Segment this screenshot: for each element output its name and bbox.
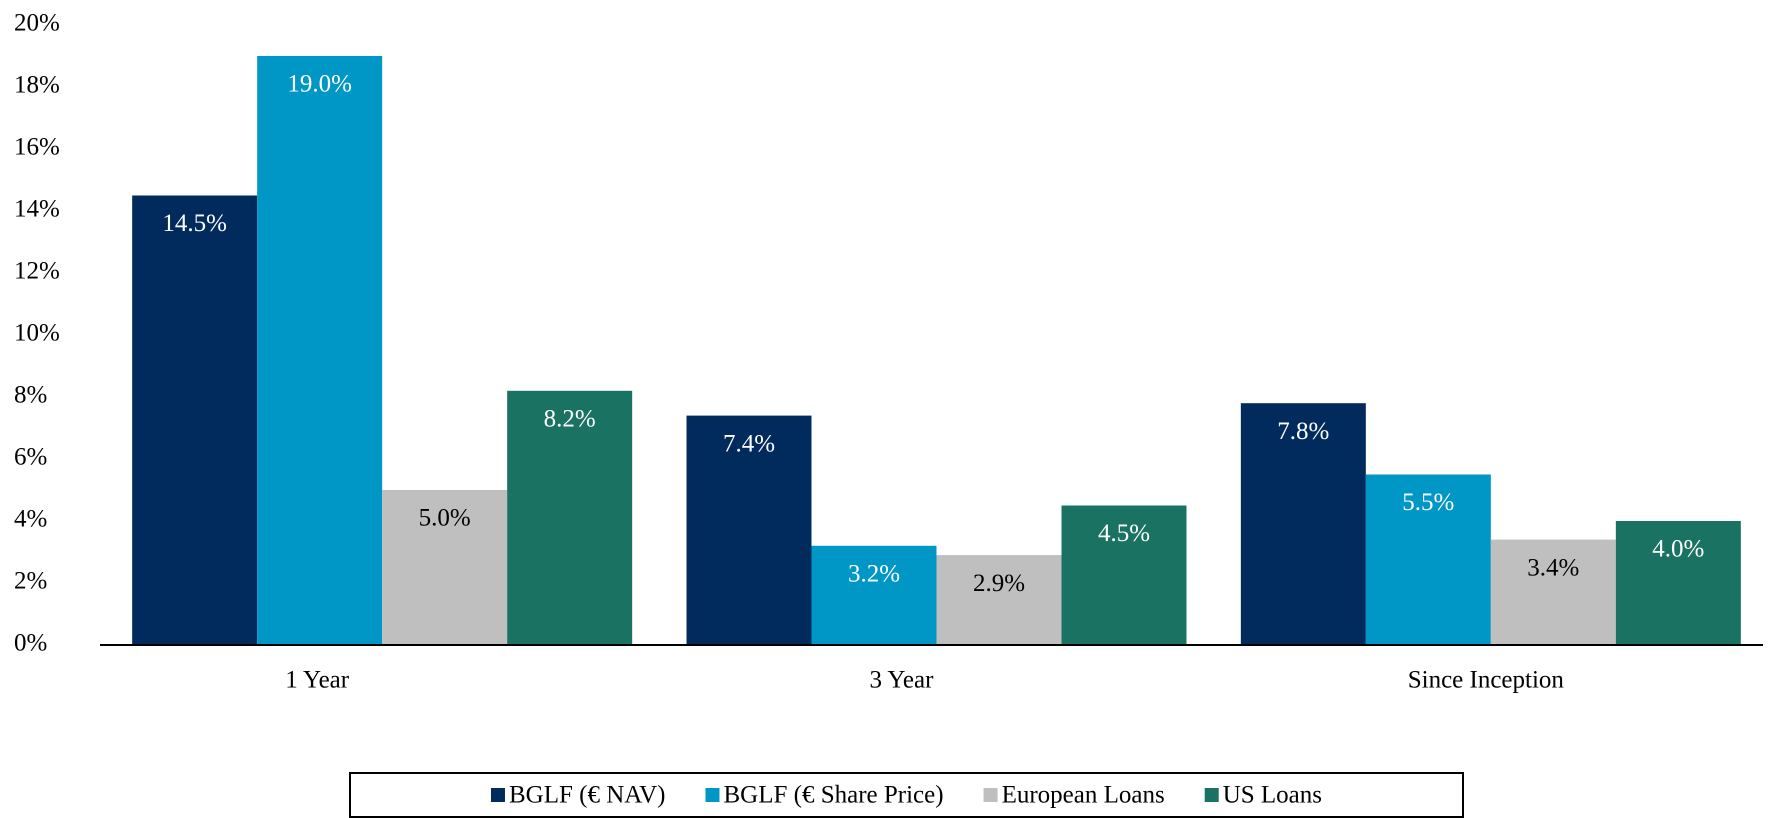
- value-label: 4.0%: [1652, 536, 1704, 563]
- y-tick-label: 20%: [14, 10, 60, 37]
- legend-swatch: [490, 788, 505, 802]
- value-label: 2.9%: [973, 570, 1025, 597]
- bar: [257, 56, 383, 645]
- value-label: 8.2%: [544, 406, 596, 433]
- y-tick-label: 16%: [14, 134, 60, 161]
- bar: [936, 555, 1062, 645]
- legend-swatch: [705, 788, 720, 802]
- bar: [811, 545, 937, 645]
- x-tick-label: 1 Year: [285, 667, 350, 694]
- legend-swatch: [983, 788, 998, 802]
- y-tick-label: 12%: [14, 258, 60, 285]
- legend-label: BGLF (€ NAV): [509, 782, 666, 809]
- x-tick-label: 3 Year: [870, 667, 935, 694]
- y-tick-label: 10%: [14, 320, 60, 347]
- bar: [1240, 403, 1366, 645]
- legend-swatch: [1204, 788, 1219, 802]
- bar: [132, 195, 258, 645]
- value-label: 3.4%: [1527, 554, 1579, 581]
- y-tick-label: 18%: [14, 72, 60, 99]
- bar: [1061, 505, 1187, 645]
- value-label: 7.8%: [1277, 418, 1329, 445]
- value-label: 7.4%: [723, 430, 775, 457]
- value-label: 19.0%: [287, 71, 352, 98]
- y-tick-label: 8%: [14, 382, 47, 409]
- y-tick-label: 14%: [14, 196, 60, 223]
- legend-label: US Loans: [1223, 782, 1322, 809]
- value-label: 5.5%: [1402, 489, 1454, 516]
- y-tick-label: 6%: [14, 444, 47, 471]
- bar: [382, 490, 508, 645]
- bar: [1365, 474, 1491, 645]
- y-tick-label: 2%: [14, 568, 47, 595]
- y-tick-label: 4%: [14, 506, 47, 533]
- bar: [686, 415, 812, 645]
- value-label: 4.5%: [1098, 520, 1150, 547]
- legend-box: [349, 772, 1464, 818]
- legend-label: European Loans: [1002, 782, 1165, 809]
- value-label: 3.2%: [848, 561, 900, 588]
- bar: [507, 390, 633, 645]
- value-label: 14.5%: [162, 210, 227, 237]
- bar: [1615, 521, 1741, 645]
- value-label: 5.0%: [419, 505, 471, 532]
- bar: [1490, 539, 1616, 645]
- legend-label: BGLF (€ Share Price): [723, 782, 943, 809]
- y-tick-label: 0%: [14, 630, 47, 657]
- x-tick-label: Since Inception: [1408, 667, 1565, 694]
